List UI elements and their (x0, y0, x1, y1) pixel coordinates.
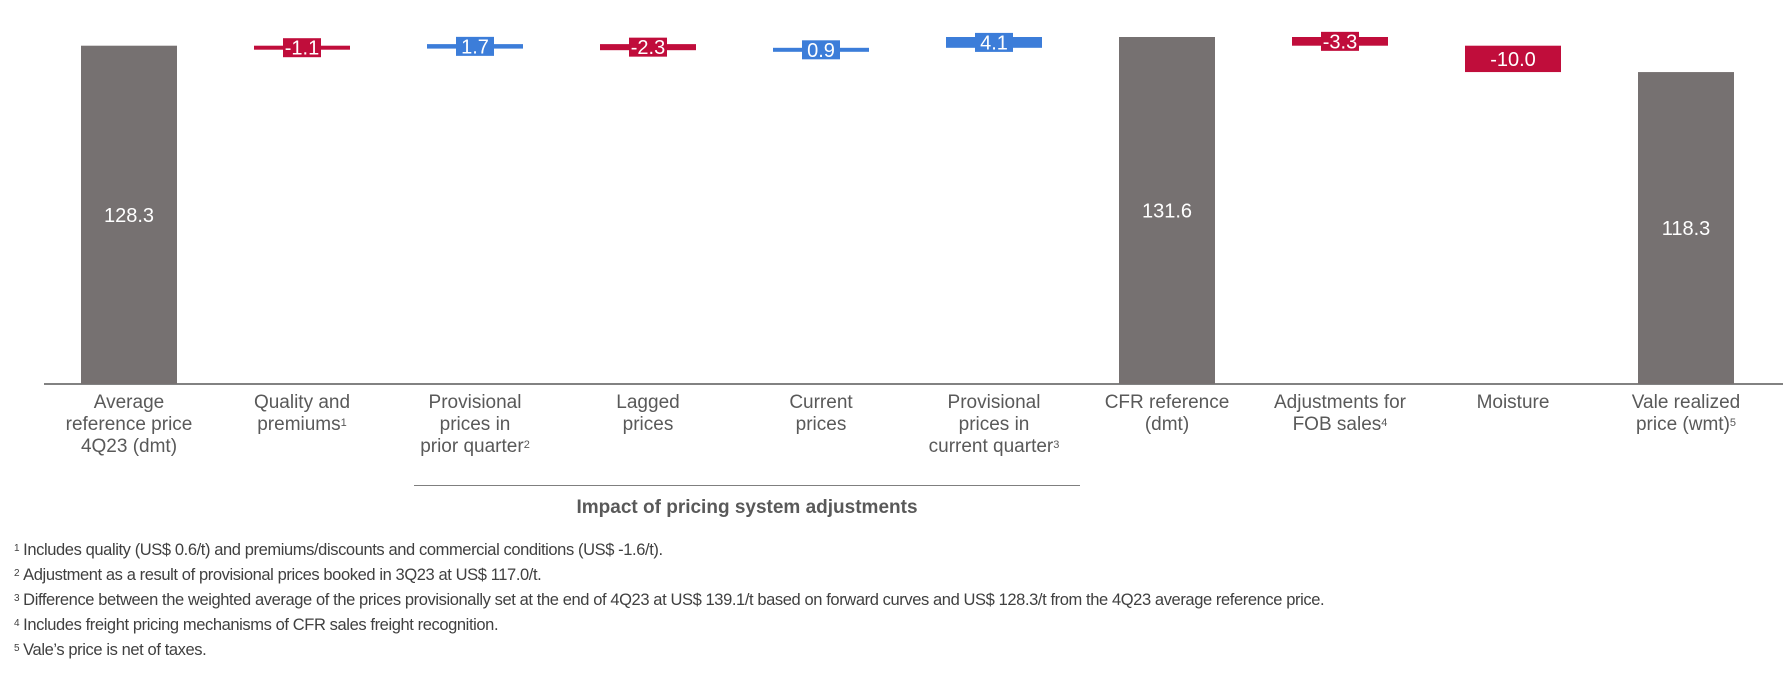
category-label-10: Vale realized price (wmt)5 (1631, 392, 1741, 435)
bar-label-box-6 (975, 32, 1013, 52)
category-label-6: Provisional prices in current quarter3 (928, 392, 1060, 457)
bar-value-label-9: -10.0 (1490, 49, 1536, 71)
bar-value-label-1: 128.3 (104, 205, 154, 227)
category-label-5: Current prices (789, 392, 853, 435)
category-label-9: Moisture (1476, 392, 1550, 413)
bar-10 (1638, 72, 1734, 384)
footnote-2: 2 Adjustment as a result of provisional p… (14, 566, 542, 584)
footnote-1: 1 Includes quality (US$ 0.6/t) and premiu… (14, 541, 663, 559)
footnote-3: 3 Difference between the weighted average… (14, 591, 1325, 609)
category-label-8: Adjustments for FOB sales4 (1274, 392, 1406, 435)
footnotes: 1 Includes quality (US$ 0.6/t) and premiu… (14, 538, 1325, 663)
bar-label-box-4 (629, 37, 667, 57)
category-label-7: CFR reference (dmt) (1104, 392, 1230, 435)
group-bracket-line (414, 485, 1080, 486)
bar-label-box-8 (1321, 31, 1359, 51)
bar-value-label-6: 4.1 (980, 32, 1008, 54)
bar-7 (1119, 37, 1215, 384)
category-label-1: Average reference price 4Q23 (dmt) (65, 392, 193, 457)
bar-value-label-8: -3.3 (1323, 31, 1357, 53)
category-label-2: Quality and premiums1 (253, 392, 351, 435)
bar-value-label-4: -2.3 (631, 37, 665, 59)
bar-1 (81, 45, 177, 385)
bar-value-label-3: 1.7 (461, 36, 489, 58)
bar-label-box-2 (283, 38, 321, 58)
category-label-3: Provisional prices in prior quarter2 (420, 392, 530, 457)
footnote-4: 4 Includes freight pricing mechanisms of … (14, 616, 499, 634)
footnote-marker: 2 (523, 439, 530, 451)
bar-value-label-2: -1.1 (285, 38, 319, 60)
bar-value-label-10: 118.3 (1662, 218, 1711, 240)
group-label: Impact of pricing system adjustments (576, 497, 918, 518)
footnote-marker: 4 (1381, 417, 1388, 429)
footnote-marker: 5 (1729, 417, 1737, 429)
category-label-4: Lagged prices (616, 392, 680, 435)
bar-9 (1465, 45, 1561, 73)
bar-label-box-3 (456, 36, 494, 56)
footnote-marker: 3 (1053, 439, 1060, 451)
bar-label-box-5 (802, 40, 840, 60)
bar-value-label-7: 131.6 (1142, 201, 1192, 223)
footnote-5: 5 Vale’s price is net of taxes. (14, 641, 207, 659)
bar-value-label-5: 0.9 (807, 40, 835, 62)
footnote-marker: 1 (340, 417, 347, 429)
